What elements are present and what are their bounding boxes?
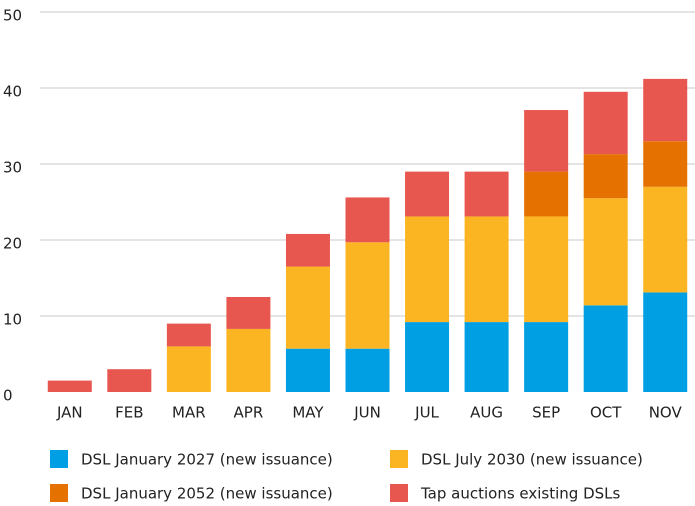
- bar-segment: [166, 346, 211, 392]
- bar-segment: [345, 242, 390, 349]
- x-tick-label: OCT: [590, 404, 622, 422]
- bar-segment: [464, 171, 509, 217]
- legend-swatch: [390, 484, 408, 502]
- bar-segment: [643, 78, 688, 142]
- x-tick-label: SEP: [532, 404, 560, 422]
- bar-segment: [405, 216, 450, 323]
- legend-swatch: [50, 484, 68, 502]
- bar-segment: [583, 305, 628, 392]
- bar-segment: [405, 322, 450, 392]
- y-tick-label: 30: [3, 159, 22, 177]
- bar-segment: [47, 380, 92, 392]
- bar-segment: [524, 110, 569, 172]
- bar-segment: [524, 322, 569, 392]
- x-tick-label: JAN: [56, 404, 83, 422]
- y-tick-label: 10: [3, 311, 22, 329]
- y-tick-label: 50: [3, 7, 22, 25]
- bar-segment: [583, 154, 628, 199]
- x-tick-label: AUG: [470, 404, 503, 422]
- x-tick-label: NOV: [649, 404, 683, 422]
- bar-segment: [464, 216, 509, 323]
- legend-label: DSL July 2030 (new issuance): [421, 451, 643, 469]
- bar-segment: [226, 297, 271, 329]
- y-tick-label: 40: [3, 83, 22, 101]
- bar-segment: [464, 322, 509, 392]
- bar-segment: [524, 216, 569, 323]
- bar-segment: [345, 197, 390, 243]
- legend-swatch: [390, 450, 408, 468]
- legend-label: DSL January 2027 (new issuance): [81, 451, 333, 469]
- bar-segment: [643, 292, 688, 392]
- bar-segment: [345, 348, 390, 392]
- legend-swatch: [50, 450, 68, 468]
- bar-segment: [285, 266, 330, 349]
- bar-segment: [405, 171, 450, 217]
- x-tick-label: FEB: [115, 404, 143, 422]
- y-tick-label: 20: [3, 235, 22, 253]
- legend-label: DSL January 2052 (new issuance): [81, 485, 333, 503]
- bar-segment: [107, 369, 152, 392]
- x-tick-label: MAY: [292, 404, 324, 422]
- bar-segment: [583, 91, 628, 155]
- x-tick-label: JUL: [414, 404, 439, 422]
- y-tick-label: 0: [3, 387, 13, 405]
- bar-segment: [285, 348, 330, 392]
- bar-segment: [643, 186, 688, 293]
- bar-segment: [583, 198, 628, 306]
- x-tick-label: MAR: [172, 404, 206, 422]
- bar-segment: [524, 171, 569, 217]
- bar-segment: [285, 233, 330, 267]
- legend-label: Tap auctions existing DSLs: [420, 485, 621, 503]
- x-tick-label: JUN: [353, 404, 381, 422]
- bar-segment: [643, 141, 688, 187]
- bar-segment: [226, 328, 271, 392]
- x-tick-label: APR: [234, 404, 264, 422]
- bar-segment: [166, 323, 211, 347]
